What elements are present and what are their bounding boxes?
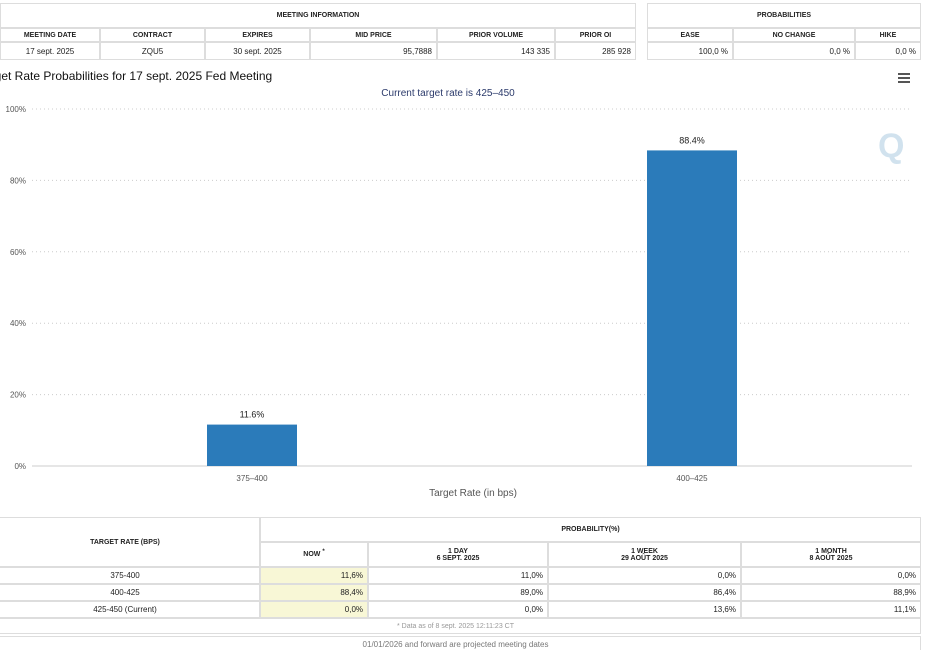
- table-cell: 0,0%: [548, 567, 741, 584]
- chart: Target Rate Probabilities for 17 sept. 2…: [0, 65, 921, 513]
- svg-text:Q: Q: [878, 127, 904, 165]
- table-cell: ZQU5: [100, 42, 205, 60]
- chart-subtitle: Current target rate is 425–450: [381, 88, 515, 99]
- table-cell: 0,0%: [741, 567, 921, 584]
- menu-button[interactable]: [898, 73, 910, 83]
- column-header: MEETING DATE: [0, 28, 100, 42]
- group-header: PROBABILITY(%): [260, 517, 921, 542]
- table-cell: 88,9%: [741, 584, 921, 601]
- column-header: PRIOR OI: [555, 28, 636, 42]
- table-cell: 95,7888: [310, 42, 437, 60]
- table-cell: 285 928: [555, 42, 636, 60]
- column-title: 1 WEEK: [631, 547, 658, 555]
- column-title: 1 MONTH: [815, 547, 847, 555]
- column-header: 1 WEEK 29 AOÛT 2025: [548, 542, 741, 567]
- column-header: NOW *: [260, 542, 368, 567]
- data-label: 88.4%: [679, 135, 705, 145]
- column-date: 29 AOÛT 2025: [621, 554, 668, 562]
- column-date: 6 SEPT. 2025: [436, 554, 480, 562]
- chart-title: Target Rate Probabilities for 17 sept. 2…: [0, 69, 272, 83]
- table-cell: 17 sept. 2025: [0, 42, 100, 60]
- table-cell: 143 335: [437, 42, 555, 60]
- column-date: 8 AOÛT 2025: [809, 554, 853, 562]
- table-cell: 89,0%: [368, 584, 548, 601]
- column-title: NOW: [303, 551, 321, 558]
- table-cell: 11,1%: [741, 601, 921, 618]
- column-header: TARGET RATE (BPS): [0, 517, 260, 567]
- y-tick-label: 100%: [6, 105, 26, 114]
- table-cell: 13,6%: [548, 601, 741, 618]
- section-title: PROBABILITIES: [647, 3, 921, 28]
- column-header: 1 DAY 6 SEPT. 2025: [368, 542, 548, 567]
- y-tick-label: 60%: [10, 248, 26, 257]
- table-cell: 11,6%: [260, 567, 368, 584]
- y-tick-label: 80%: [10, 176, 26, 185]
- table-cell: 0,0%: [368, 601, 548, 618]
- section-title: MEETING INFORMATION: [0, 3, 636, 28]
- table-cell: 86,4%: [548, 584, 741, 601]
- table-cell: 375-400: [0, 567, 260, 584]
- column-header: NO CHANGE: [733, 28, 855, 42]
- table-cell: 0,0 %: [733, 42, 855, 60]
- table-cell: 0,0%: [260, 601, 368, 618]
- x-tick-label: 400–425: [676, 474, 708, 483]
- x-tick-label: 375–400: [236, 474, 268, 483]
- footnote: * Data as of 8 sept. 2025 12:11:23 CT: [0, 618, 921, 634]
- y-tick-label: 0%: [14, 462, 26, 471]
- table-cell: 11,0%: [368, 567, 548, 584]
- chart-background: [0, 65, 921, 513]
- y-tick-label: 40%: [10, 319, 26, 328]
- column-header: EXPIRES: [205, 28, 310, 42]
- table-cell: 0,0 %: [855, 42, 921, 60]
- bar: [647, 150, 737, 467]
- column-header: PRIOR VOLUME: [437, 28, 555, 42]
- column-title: 1 DAY: [448, 547, 468, 555]
- footer-note: 01/01/2026 and forward are projected mee…: [0, 636, 921, 650]
- table-cell: 425-450 (Current): [0, 601, 260, 618]
- column-header: 1 MONTH 8 AOÛT 2025: [741, 542, 921, 567]
- table-cell: 88,4%: [260, 584, 368, 601]
- table-cell: 400-425: [0, 584, 260, 601]
- table-cell: 100,0 %: [647, 42, 733, 60]
- logo: Q: [878, 127, 904, 165]
- column-note: *: [322, 549, 325, 555]
- column-header: MID PRICE: [310, 28, 437, 42]
- bar: [207, 424, 297, 466]
- y-tick-label: 20%: [10, 391, 26, 400]
- column-header: HIKE: [855, 28, 921, 42]
- x-axis-title: Target Rate (in bps): [429, 488, 517, 499]
- data-label: 11.6%: [240, 410, 265, 420]
- column-header: CONTRACT: [100, 28, 205, 42]
- table-cell: 30 sept. 2025: [205, 42, 310, 60]
- column-header: EASE: [647, 28, 733, 42]
